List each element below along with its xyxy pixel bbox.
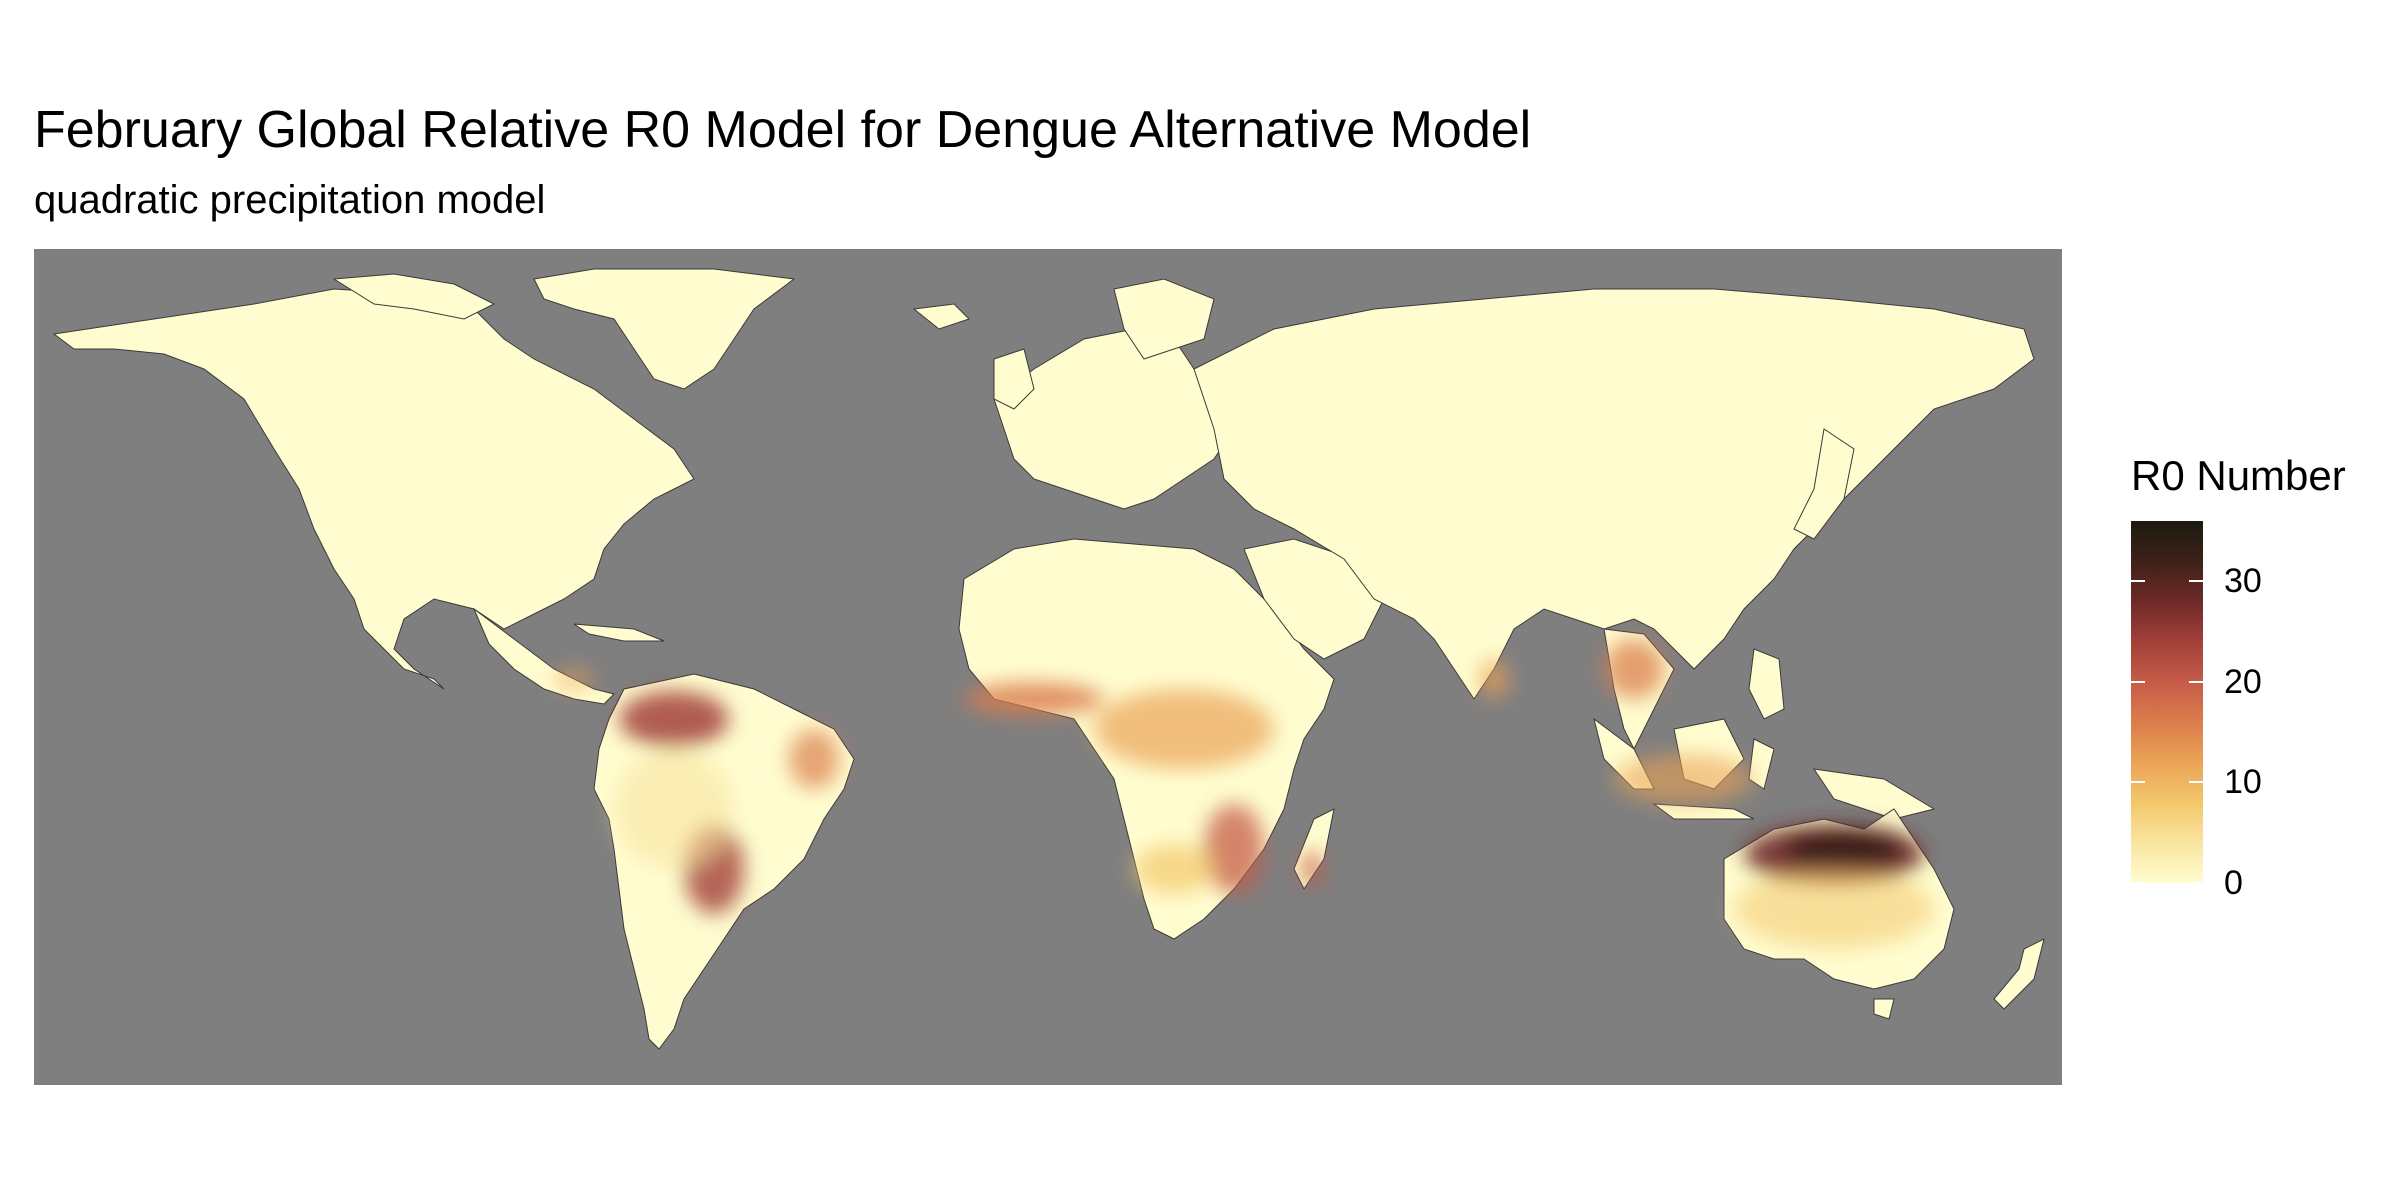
legend-tick-mark xyxy=(2131,580,2145,583)
hotspot-australia-interior xyxy=(1734,869,1934,949)
legend-tick-mark xyxy=(2131,680,2145,683)
legend-tick-label: 10 xyxy=(2224,763,2262,802)
world-map xyxy=(52,268,2045,1050)
chart-title: February Global Relative R0 Model for De… xyxy=(34,101,1532,159)
chart-subtitle: quadratic precipitation model xyxy=(34,178,546,222)
legend-tick-mark xyxy=(2189,882,2203,884)
legend-colorbar xyxy=(2131,521,2203,883)
legend-tick-label: 0 xyxy=(2224,864,2243,902)
tasmania xyxy=(1873,998,1895,1020)
arabian-peninsula xyxy=(1243,538,1385,660)
hotspot-central-america xyxy=(554,669,594,689)
hotspot-madagascar xyxy=(1302,851,1322,887)
legend-tick-mark xyxy=(2131,882,2145,884)
japan xyxy=(1793,428,1855,540)
hotspot-south-america-interior xyxy=(614,749,734,869)
sulawesi xyxy=(1748,738,1775,790)
java xyxy=(1652,803,1755,820)
new-guinea xyxy=(1812,768,1936,820)
hotspot-northern-australia-core xyxy=(1784,831,1904,867)
land-masses xyxy=(52,268,2045,1050)
r0-hotspots xyxy=(554,639,1934,949)
hotspot-southeast-asia xyxy=(1604,639,1664,699)
new-zealand xyxy=(1993,938,2045,1010)
arctic-islands xyxy=(332,273,496,320)
legend-title: R0 Number xyxy=(2131,452,2346,499)
hotspot-northeast-brazil xyxy=(789,729,839,789)
legend-tick-label: 30 xyxy=(2224,562,2262,601)
hotspot-southern-africa xyxy=(1134,844,1214,894)
hotspot-indonesia xyxy=(1614,754,1754,804)
asia xyxy=(1193,288,2035,700)
legend-tick-mark xyxy=(2131,781,2145,784)
philippines xyxy=(1748,648,1785,720)
europe xyxy=(993,328,1235,510)
legend-tick-mark xyxy=(2189,781,2203,784)
world-map-panel xyxy=(34,249,2062,1085)
hotspot-mozambique xyxy=(1204,804,1264,894)
legend-tick-mark xyxy=(2189,680,2203,683)
hotspot-west-africa xyxy=(964,683,1104,715)
legend-tick-label: 20 xyxy=(2224,662,2262,701)
great-britain xyxy=(993,348,1035,410)
hotspot-south-india xyxy=(1479,659,1509,699)
central-america xyxy=(472,607,615,705)
iceland xyxy=(912,303,970,330)
north-america xyxy=(52,288,695,690)
hotspot-central-africa xyxy=(1094,689,1274,769)
greenland xyxy=(533,268,796,390)
scandinavia xyxy=(1113,278,1215,360)
cuba xyxy=(573,623,665,642)
hotspot-venezuela-colombia xyxy=(619,691,729,747)
legend-tick-mark xyxy=(2189,580,2203,583)
